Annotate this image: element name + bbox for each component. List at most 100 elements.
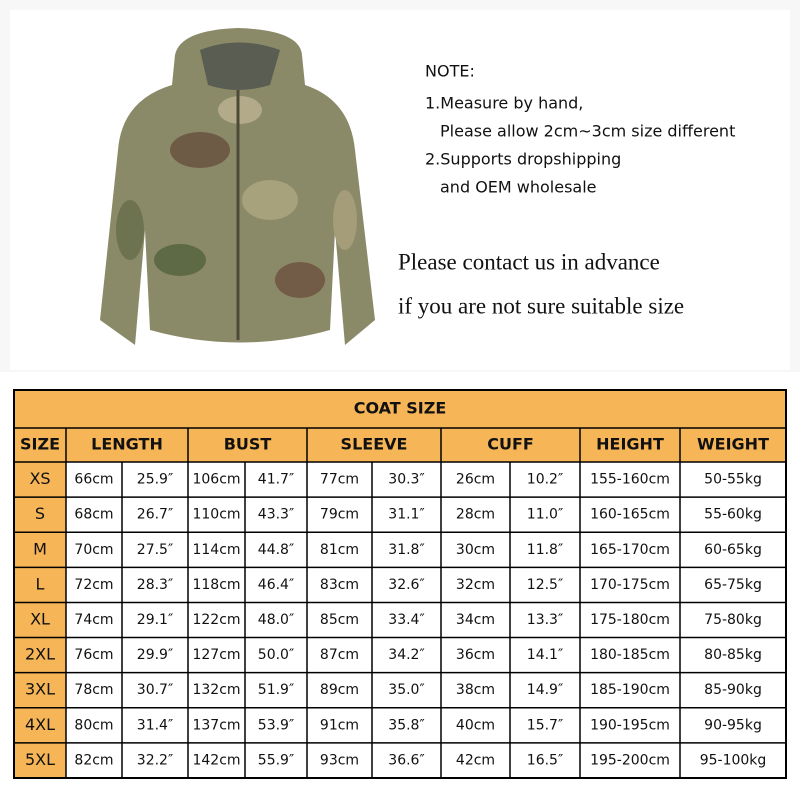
cell: 29.1″ [137, 612, 173, 628]
cell: 11.0″ [527, 507, 563, 523]
size-label: L [36, 574, 45, 593]
cell: 31.1″ [388, 507, 424, 523]
cell: 13.3″ [527, 612, 563, 628]
cell: 27.5″ [137, 542, 173, 558]
cell: 68cm [74, 507, 113, 523]
cell: 82cm [74, 752, 113, 768]
cell: 72cm [74, 577, 113, 593]
cell: 175-180cm [590, 612, 670, 628]
size-label: M [33, 539, 47, 558]
column-header: WEIGHT [697, 435, 769, 454]
cell: 180-185cm [590, 647, 670, 663]
cell: 132cm [192, 682, 240, 698]
cell: 11.8″ [527, 542, 563, 558]
cell: 14.1″ [527, 647, 563, 663]
size-table: COAT SIZE SIZE LENGTH BUST SLEEVE CUFF HEIGHT W… [13, 389, 787, 779]
cell: 122cm [192, 612, 240, 628]
cell: 114cm [192, 542, 240, 558]
cell: 28.3″ [137, 577, 173, 593]
cell: 85-90kg [704, 682, 762, 698]
cell: 87cm [320, 647, 359, 663]
cell: 185-190cm [590, 682, 670, 698]
cell: 190-195cm [590, 717, 670, 733]
cell: 110cm [192, 507, 240, 523]
cell: 89cm [320, 682, 359, 698]
cell: 83cm [320, 577, 359, 593]
size-label: 4XL [25, 715, 55, 734]
size-label: 2XL [25, 645, 55, 664]
cell: 106cm [192, 472, 240, 488]
cell: 160-165cm [590, 507, 670, 523]
cell: 34cm [456, 612, 495, 628]
size-col-bg [14, 462, 66, 778]
cell: 33.4″ [388, 612, 424, 628]
size-label: XS [29, 469, 50, 488]
cell: 14.9″ [527, 682, 563, 698]
cell: 36cm [456, 647, 495, 663]
cell: 170-175cm [590, 577, 670, 593]
column-header: CUFF [487, 435, 534, 454]
column-header: LENGTH [91, 435, 163, 454]
cell: 32cm [456, 577, 495, 593]
cell: 32.2″ [137, 752, 173, 768]
cell: 25.9″ [137, 472, 173, 488]
cell: 53.9″ [258, 717, 294, 733]
contact-line: Please contact us in advance [398, 249, 660, 274]
contact-line: if you are not sure suitable size [398, 293, 684, 318]
cell: 26.7″ [137, 507, 173, 523]
cell: 137cm [192, 717, 240, 733]
cell: 80-85kg [704, 647, 762, 663]
column-header: SLEEVE [341, 435, 408, 454]
cell: 16.5″ [527, 752, 563, 768]
cell: 40cm [456, 717, 495, 733]
note-line: and OEM wholesale [440, 178, 597, 197]
cell: 34.2″ [388, 647, 424, 663]
column-header: BUST [224, 435, 272, 454]
cell: 155-160cm [590, 472, 670, 488]
cell: 41.7″ [258, 472, 294, 488]
cell: 50-55kg [704, 472, 762, 488]
cell: 81cm [320, 542, 359, 558]
size-label: 5XL [25, 750, 55, 769]
cell: 80cm [74, 717, 113, 733]
cell: 65-75kg [704, 577, 762, 593]
table-border [13, 389, 787, 779]
note-line: 2.Supports dropshipping [425, 150, 621, 169]
cell: 78cm [74, 682, 113, 698]
cell: 30cm [456, 542, 495, 558]
column-header: HEIGHT [596, 435, 664, 454]
cell: 28cm [456, 507, 495, 523]
column-header: SIZE [20, 435, 60, 454]
cell: 32.6″ [388, 577, 424, 593]
jacket [100, 28, 375, 345]
cell: 85cm [320, 612, 359, 628]
cell: 118cm [192, 577, 240, 593]
cell: 43.3″ [258, 507, 294, 523]
cell: 75-80kg [704, 612, 762, 628]
cell: 15.7″ [527, 717, 563, 733]
cell: 79cm [320, 507, 359, 523]
cell: 42cm [456, 752, 495, 768]
cell: 29.9″ [137, 647, 173, 663]
cell: 35.8″ [388, 717, 424, 733]
cell: 66cm [74, 472, 113, 488]
cell: 76cm [74, 647, 113, 663]
cell: 31.4″ [137, 717, 173, 733]
cell: 38cm [456, 682, 495, 698]
cell: 93cm [320, 752, 359, 768]
cell: 44.8″ [258, 542, 294, 558]
cell: 50.0″ [258, 647, 294, 663]
cell: 55.9″ [258, 752, 294, 768]
cell: 30.7″ [137, 682, 173, 698]
cell: 60-65kg [704, 542, 762, 558]
note-title: NOTE: [425, 62, 475, 81]
cell: 90-95kg [704, 717, 762, 733]
table-title: COAT SIZE [354, 399, 447, 418]
cell: 195-200cm [590, 752, 670, 768]
cell: 10.2″ [527, 472, 563, 488]
cell: 165-170cm [590, 542, 670, 558]
cell: 77cm [320, 472, 359, 488]
cell: 91cm [320, 717, 359, 733]
header-bg [14, 428, 786, 462]
